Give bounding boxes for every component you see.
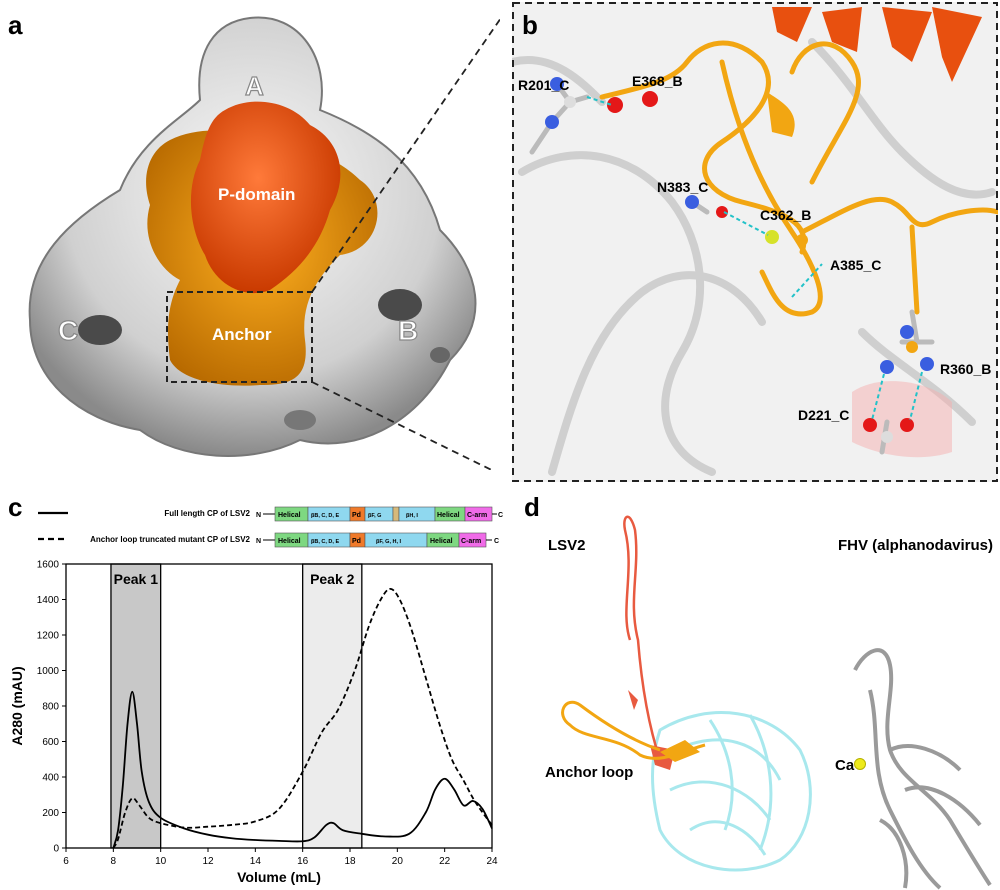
domain-label: βF, G, H, I (376, 539, 402, 545)
c-terminus-label: C (494, 538, 499, 545)
y-tick-label: 1400 (37, 595, 60, 606)
chromatogram-chart: Peak 1 Peak 2 6 8 10 12 14 16 18 20 22 24 0 200 400 600… (9, 560, 498, 886)
x-tick-label: 10 (155, 856, 167, 867)
panel-b-structure-figure: R201_C E368_B N383_C C362_B A385_C R360_… (512, 2, 998, 482)
subunit-c-label: C (58, 315, 78, 346)
domain-label: Helical (430, 538, 453, 545)
x-tick-label: 20 (392, 856, 404, 867)
domain-label: βF, G (368, 513, 381, 519)
residue-label: D221_C (798, 407, 849, 423)
lsv2-title: LSV2 (548, 537, 586, 554)
domain-label: Helical (437, 512, 460, 519)
panel-d-letter: d (524, 492, 540, 522)
panel-a-letter: a (8, 10, 23, 40)
legend-full: Full length CP of LSV2 (164, 509, 250, 518)
fhv-title: FHV (alphanodavirus) (838, 537, 993, 554)
x-tick-label: 22 (439, 856, 451, 867)
residue-label: R360_B (940, 361, 991, 377)
residue-label: N383_C (657, 179, 708, 195)
panel-b-letter: b (522, 10, 538, 40)
domain-label: βH, I (406, 513, 418, 519)
subunit-b-label: B (398, 315, 418, 346)
calcium-atom (854, 758, 866, 770)
domain-label: Pd (352, 538, 361, 545)
n-terminus-label: N (256, 538, 261, 545)
ca-label: Ca (835, 757, 855, 774)
y-tick-label: 1000 (37, 666, 60, 677)
y-tick-label: 400 (42, 773, 59, 784)
y-tick-label: 200 (42, 808, 59, 819)
panel-a-surface-figure: A C B P-domain Anchor (28, 16, 500, 470)
domain-label: Helical (278, 512, 301, 519)
x-tick-label: 24 (486, 856, 498, 867)
x-tick-label: 14 (250, 856, 262, 867)
domain-label: βB, C, D, E (311, 513, 339, 519)
anchor-loop-label: Anchor loop (545, 764, 633, 781)
y-tick-label: 800 (42, 702, 59, 713)
residue-label: C362_B (760, 207, 811, 223)
subunit-a-label: A (245, 71, 264, 101)
domain-label: βB, C, D, E (311, 539, 339, 545)
x-tick-label: 8 (111, 856, 117, 867)
domain-bar-mutant: N Helical βB, C, D, E Pd βF, G, H, I Hel… (256, 532, 499, 548)
domain-label: Helical (278, 538, 301, 545)
x-tick-label: 12 (202, 856, 214, 867)
x-tick-label: 18 (344, 856, 356, 867)
c-terminus-label: C (498, 512, 503, 519)
domain-label: C-arm (461, 538, 481, 545)
y-tick-label: 1600 (37, 560, 60, 571)
domain-label: Pd (352, 512, 361, 519)
peak-label: Peak 1 (114, 571, 159, 587)
domain-label: C-arm (467, 512, 487, 519)
series-line-full (112, 690, 493, 849)
y-axis-label: A280 (mAU) (9, 666, 25, 745)
y-tick-label: 600 (42, 737, 59, 748)
x-tick-label: 16 (297, 856, 309, 867)
panel-c-letter: c (8, 492, 23, 522)
y-tick-label: 0 (53, 844, 59, 855)
peak-region (302, 563, 363, 849)
y-tick-label: 1200 (37, 631, 60, 642)
residue-label: E368_B (632, 73, 683, 89)
legend-mutant: Anchor loop truncated mutant CP of LSV2 (90, 535, 250, 544)
anchor-label: Anchor (212, 325, 272, 344)
p-domain-label: P-domain (218, 185, 295, 204)
panel-c-figure: Full length CP of LSV2 Anchor loop trunc… (9, 506, 503, 886)
n-terminus-label: N (256, 512, 261, 519)
panel-d-figure: LSV2 FHV (alphanodavirus) Anchor loop Ca (545, 515, 993, 890)
x-tick-label: 6 (63, 856, 69, 867)
domain-bar-full: N Helical βB, C, D, E Pd βF, G βH, I Hel… (256, 506, 503, 522)
residue-label: R201_C (518, 77, 569, 93)
residue-label: A385_C (830, 257, 881, 273)
peak-label: Peak 2 (310, 571, 355, 587)
x-axis-label: Volume (mL) (237, 869, 321, 885)
